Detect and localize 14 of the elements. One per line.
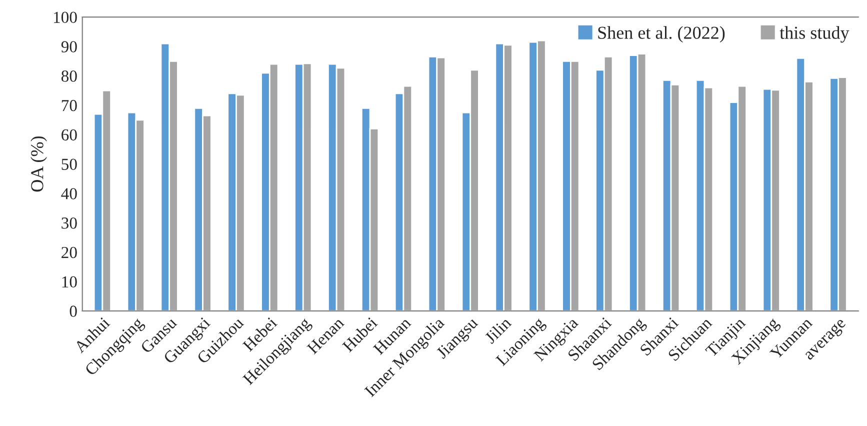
y-tick-label: 60 [62,129,77,141]
legend-label: this study [780,26,850,43]
y-axis-title: OA (%) [30,136,47,192]
y-tick-label: 10 [62,276,77,288]
y-tick-label: 90 [61,41,77,52]
y-tick-label: 80 [61,70,77,82]
legend-label: Shen et al. (2022) [598,26,725,43]
y-tick-label: 40 [61,188,77,200]
y-tick-label: 50 [62,158,77,170]
y-tick-label: 0 [70,306,77,317]
y-tick-label: 70 [62,100,77,112]
y-tick-label: 20 [62,246,77,258]
y-tick-label: 30 [62,217,77,229]
y-tick-label: 100 [54,12,77,23]
